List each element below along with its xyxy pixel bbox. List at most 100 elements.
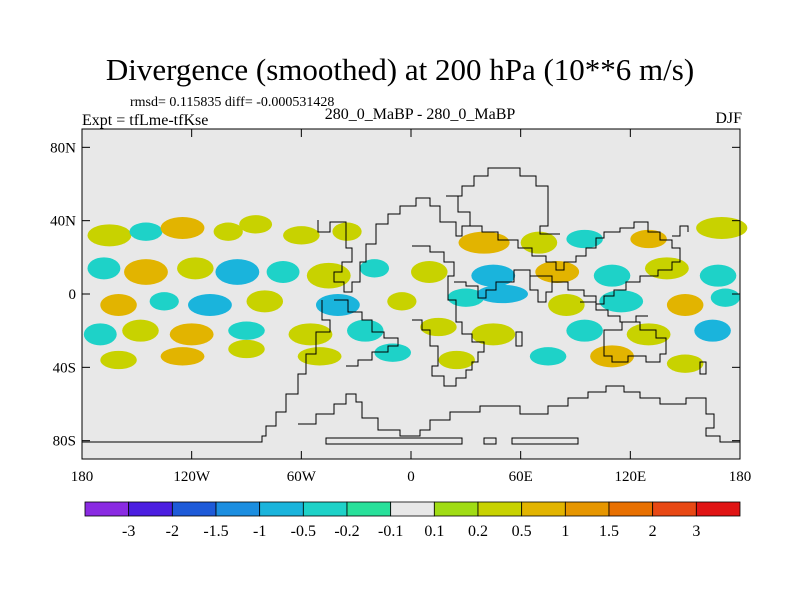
season-label: DJF bbox=[715, 110, 742, 127]
contour-blob-27 bbox=[188, 294, 232, 316]
colorbar-label-7: 0.1 bbox=[424, 523, 444, 540]
contour-blob-25 bbox=[100, 294, 137, 316]
contour-fills bbox=[83, 215, 748, 373]
x-tick-label-1: 120W bbox=[173, 469, 211, 485]
contour-blob-1 bbox=[129, 222, 163, 241]
colorbar-swatch-7 bbox=[390, 501, 435, 517]
contour-blob-47 bbox=[694, 319, 731, 342]
contour-blob-16 bbox=[266, 261, 300, 283]
contour-blob-10 bbox=[630, 229, 667, 249]
contour-blob-4 bbox=[239, 215, 273, 234]
colorbar-swatch-11 bbox=[564, 501, 610, 517]
contour-blob-31 bbox=[447, 288, 485, 307]
contour-blob-22 bbox=[593, 264, 631, 287]
contour-blob-50 bbox=[228, 339, 265, 359]
colorbar-label-12: 2 bbox=[649, 523, 657, 540]
coastline-antarctic-shelf bbox=[325, 437, 463, 445]
coastline-north-america bbox=[317, 195, 471, 293]
coastline-antarctic-shelf-east bbox=[511, 437, 579, 445]
contour-blob-32 bbox=[476, 284, 528, 304]
experiment-label: Expt = tfLme-tfKse bbox=[82, 112, 209, 129]
coastline-australia bbox=[603, 321, 667, 363]
colorbar-swatch-10 bbox=[521, 501, 566, 517]
contour-blob-7 bbox=[458, 231, 510, 254]
contour-blob-30 bbox=[387, 292, 417, 311]
colorbar-swatch-13 bbox=[652, 501, 697, 517]
contour-blob-0 bbox=[87, 224, 132, 247]
y-tick-label-4: 80S bbox=[53, 434, 76, 450]
colorbar-label-10: 1 bbox=[561, 523, 569, 540]
contour-blob-5 bbox=[283, 226, 320, 245]
coastlines bbox=[82, 167, 740, 445]
coastline-south-america bbox=[82, 300, 331, 443]
contour-blob-21 bbox=[535, 261, 580, 283]
x-tick-label-2: 60W bbox=[287, 469, 317, 485]
colorbar-swatch-8 bbox=[433, 501, 479, 517]
colorbar-label-1: -2 bbox=[166, 523, 179, 540]
y-tick-label-1: 40N bbox=[50, 214, 76, 230]
contour-blob-54 bbox=[529, 347, 567, 366]
case-label: 280_0_MaBP - 280_0_MaBP bbox=[324, 106, 516, 123]
colorbar-label-11: 1.5 bbox=[599, 523, 619, 540]
contour-blob-9 bbox=[566, 229, 603, 249]
contour-blob-14 bbox=[177, 257, 214, 280]
contour-blob-44 bbox=[471, 323, 516, 346]
colorbar-swatch-4 bbox=[259, 501, 304, 517]
contour-blob-20 bbox=[471, 264, 516, 287]
coastline-antarctica bbox=[298, 385, 740, 443]
contour-blob-33 bbox=[548, 294, 585, 316]
y-tick-label-3: 40S bbox=[53, 360, 76, 376]
contour-blob-3 bbox=[213, 222, 243, 241]
colorbar-label-8: 0.2 bbox=[468, 523, 488, 540]
colorbar-swatch-1 bbox=[128, 501, 173, 517]
coastline-japan bbox=[672, 225, 689, 237]
colorbar-label-4: -0.5 bbox=[291, 523, 316, 540]
contour-blob-26 bbox=[149, 292, 179, 311]
contour-blob-8 bbox=[520, 231, 558, 254]
contour-blob-53 bbox=[438, 350, 475, 370]
colorbar-label-2: -1.5 bbox=[203, 523, 228, 540]
colorbar-label-3: -1 bbox=[253, 523, 266, 540]
colorbar-swatch-3 bbox=[215, 501, 261, 517]
coastline-africa bbox=[412, 245, 485, 387]
contour-blob-13 bbox=[124, 259, 168, 285]
x-tick-label-5: 120E bbox=[614, 469, 646, 485]
contour-blob-37 bbox=[83, 323, 117, 346]
coastline-madagascar bbox=[515, 331, 523, 347]
colorbar-swatch-14 bbox=[695, 501, 741, 517]
contour-blob-35 bbox=[666, 294, 704, 316]
colorbar: -3 -2 -1.5 -1 -0.5 -0.2 -0.1 0.1 0.2 0.5 1 1.5 2 3 bbox=[84, 501, 741, 540]
y-axis: 80N 40N 0 40S 80S bbox=[50, 140, 740, 450]
y-tick-label-2: 0 bbox=[69, 287, 77, 303]
contour-blob-24 bbox=[699, 264, 737, 287]
coastline-antarctic-island bbox=[483, 437, 497, 445]
coastline-greenland bbox=[446, 167, 560, 235]
x-tick-label-4: 60E bbox=[509, 469, 533, 485]
coastline-new-zealand bbox=[699, 361, 707, 375]
x-tick-label-3: 0 bbox=[407, 469, 415, 485]
colorbar-swatch-5 bbox=[302, 501, 348, 517]
stats-label: rmsd= 0.115835 diff= -0.000531428 bbox=[130, 95, 335, 110]
contour-blob-6 bbox=[332, 222, 362, 241]
colorbar-swatch-0 bbox=[84, 501, 130, 517]
colorbar-label-6: -0.1 bbox=[378, 523, 403, 540]
y-tick-label-0: 80N bbox=[50, 140, 76, 156]
colorbar-label-5: -0.2 bbox=[334, 523, 359, 540]
x-tick-label-0: 180 bbox=[71, 469, 94, 485]
contour-blob-52 bbox=[374, 343, 411, 362]
coastline-eurasia bbox=[454, 221, 681, 305]
contour-blob-11 bbox=[696, 217, 748, 239]
contour-blob-18 bbox=[359, 259, 390, 278]
coastline-south-asia bbox=[529, 276, 553, 303]
contour-blob-42 bbox=[347, 319, 384, 342]
coastline-south-america-east bbox=[334, 299, 399, 367]
contour-blob-39 bbox=[169, 323, 214, 346]
contour-blob-19 bbox=[411, 261, 448, 283]
contour-blob-51 bbox=[297, 347, 342, 366]
colorbar-swatch-9 bbox=[477, 501, 523, 517]
contour-blob-28 bbox=[246, 290, 284, 313]
contour-blob-34 bbox=[599, 290, 644, 313]
contour-blob-36 bbox=[710, 288, 741, 307]
contour-blob-41 bbox=[288, 323, 333, 346]
